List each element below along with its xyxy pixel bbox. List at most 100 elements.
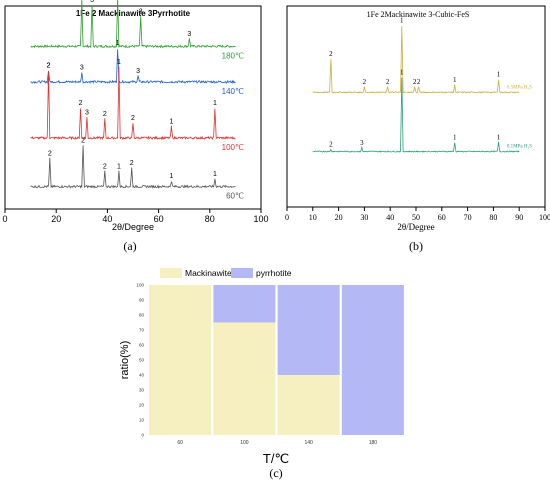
- a-series-3-peak-label-5: 1: [169, 173, 173, 180]
- a-series-2-peak-label-6: 1: [169, 119, 173, 126]
- c-xtick-label-2: 140: [304, 440, 313, 446]
- a-series-2-peak-label-0: 2: [47, 63, 51, 70]
- c-ytick-label-8: 80: [139, 313, 145, 318]
- b-xtick-label-10: 100: [539, 213, 550, 222]
- panel-c-xlabel: T/℃: [263, 451, 289, 466]
- b-xtick-label-8: 80: [489, 213, 497, 222]
- c-bar-pyrrhotite-100: [213, 285, 276, 323]
- a-series-0-peak-label-4: 3: [187, 31, 191, 38]
- b-series-1-peak-label-1: 3: [360, 139, 364, 147]
- panel-b-chart: 1Fe 2Mackinawite 3-Cubic-FeS 0 10 20 30 40 50…: [285, 5, 550, 253]
- b-series-0-peak-label-7: 1: [497, 70, 501, 78]
- a-series-3-peak-label-0: 2: [48, 151, 52, 158]
- b-xtick-label-4: 40: [386, 213, 394, 222]
- a-series-2-peak-label-1: 2: [79, 100, 83, 107]
- a-xtick-label-4: 80: [205, 214, 215, 224]
- a-series-0-name: 180℃: [222, 51, 244, 60]
- a-series-3-peak-label-2: 2: [103, 164, 107, 171]
- b-series-0-peak-label-0: 2: [329, 50, 333, 58]
- a-series-3-peak-label-1: 2: [81, 137, 85, 144]
- b-series-0-trace: [312, 25, 520, 94]
- b-series-1-name: 0.1MPa H₂S: [507, 145, 532, 150]
- c-ytick-label-5: 50: [139, 358, 145, 363]
- a-series-1-peak-label-1: 3: [80, 64, 84, 71]
- panel-b-label: (b): [409, 239, 423, 253]
- a-series-3-peak-label-4: 2: [130, 160, 134, 167]
- c-legend-label-1: pyrrhotite: [256, 268, 292, 278]
- b-xtick-label-1: 10: [309, 213, 317, 222]
- b-series-0-peak-label-1: 2: [363, 78, 367, 86]
- panel-c-label: (c): [269, 466, 282, 480]
- b-series-0-peak-label-5: 2: [417, 78, 421, 86]
- b-xtick-label-7: 70: [464, 213, 472, 222]
- b-xtick-label-2: 20: [335, 213, 343, 222]
- b-series-0-peak-label-2: 2: [386, 78, 390, 86]
- c-xtick-label-1: 100: [240, 440, 249, 446]
- b-xtick-label-6: 60: [438, 213, 446, 222]
- b-series-0-peak-label-6: 1: [453, 76, 457, 84]
- b-series-0-name: 0.5MPa H₂S: [507, 85, 532, 90]
- a-series-0-peak-label-1: 3: [90, 0, 94, 4]
- b-xtick-label-0: 0: [285, 213, 289, 222]
- b-series-0-peak-label-4: 2: [413, 78, 417, 86]
- panel-c-chart: Mackinawite pyrrhotite 0 10 20 30 40 50 60 70 80 9…: [119, 268, 404, 480]
- b-series-1-peak-label-4: 1: [497, 133, 501, 141]
- b-series-1-peak-label-2: 1: [400, 69, 404, 77]
- c-bar-mackinawite-140: [277, 375, 340, 435]
- a-series-3-peak-label-6: 1: [213, 171, 217, 178]
- c-ytick-label-6: 60: [139, 343, 145, 348]
- a-xtick-label-2: 40: [102, 214, 112, 224]
- b-xtick-label-9: 90: [515, 213, 523, 222]
- a-xtick-label-3: 60: [154, 214, 164, 224]
- panel-a-chart: 1Fe 2 Mackinawite 3Pyrrhotite 0 20 40 60 80 1…: [2, 0, 269, 253]
- a-series-2-name: 100℃: [222, 143, 244, 152]
- a-series-3-name: 60℃: [226, 192, 244, 201]
- c-legend-label-0: Mackinawite: [185, 268, 232, 278]
- a-series-1-name: 140℃: [222, 87, 244, 96]
- c-ytick-label-10: 100: [136, 283, 144, 288]
- panel-c-ylabel: ratio(%): [119, 341, 131, 380]
- panel-a-frame: [4, 5, 262, 210]
- c-legend-swatch-0: [160, 268, 182, 278]
- b-series-1-trace: [312, 77, 520, 153]
- c-ytick-label-1: 10: [139, 418, 145, 423]
- b-series-1-peak-label-3: 1: [453, 133, 457, 141]
- a-xtick-label-1: 20: [51, 214, 61, 224]
- panel-b-xlabel: 2θ/Degree: [397, 222, 434, 232]
- panel-a-title: 1Fe 2 Mackinawite 3Pyrrhotite: [76, 9, 191, 18]
- a-series-1-trace: [30, 49, 236, 85]
- c-legend-swatch-1: [231, 268, 253, 278]
- panel-a-xlabel: 2θ/Degree: [112, 222, 154, 232]
- c-xtick-label-0: 60: [177, 440, 183, 446]
- a-series-2-peak-label-7: 1: [213, 100, 217, 107]
- c-bar-mackinawite-60: [149, 285, 212, 435]
- panel-a-label: (a): [123, 239, 136, 253]
- b-series-1-peak-label-0: 2: [329, 141, 333, 149]
- a-series-2-peak-label-2: 3: [85, 109, 89, 116]
- a-series-2-trace: [30, 66, 236, 141]
- b-series-0-peak-label-3: 1: [400, 17, 404, 25]
- c-bar-mackinawite-100: [213, 322, 276, 435]
- a-xtick-label-5: 100: [253, 214, 268, 224]
- a-xtick-label-0: 0: [2, 214, 7, 224]
- a-series-0-trace: [30, 0, 236, 49]
- c-ytick-label-4: 40: [139, 373, 145, 378]
- a-series-2-peak-label-4: 1: [117, 59, 121, 66]
- c-ytick-label-0: 0: [141, 433, 144, 438]
- c-ytick-label-7: 70: [139, 328, 145, 333]
- c-xtick-label-3: 180: [369, 440, 378, 446]
- a-series-1-peak-label-2: 1: [116, 40, 120, 47]
- c-bar-pyrrhotite-140: [277, 285, 340, 375]
- a-series-2-peak-label-3: 2: [103, 111, 107, 118]
- c-ytick-label-9: 90: [139, 298, 145, 303]
- a-series-0-peak-label-3: 3: [139, 8, 143, 15]
- b-xtick-label-5: 50: [412, 213, 420, 222]
- a-series-1-peak-label-3: 3: [136, 68, 140, 75]
- a-series-1-peak-label-0: 2: [47, 63, 51, 70]
- c-bar-pyrrhotite-180: [341, 285, 404, 435]
- c-ytick-label-2: 20: [139, 403, 145, 408]
- a-series-3-trace: [30, 145, 236, 189]
- panel-b-title: 1Fe 2Mackinawite 3-Cubic-FeS: [367, 10, 470, 19]
- a-series-2-peak-label-5: 2: [131, 115, 135, 122]
